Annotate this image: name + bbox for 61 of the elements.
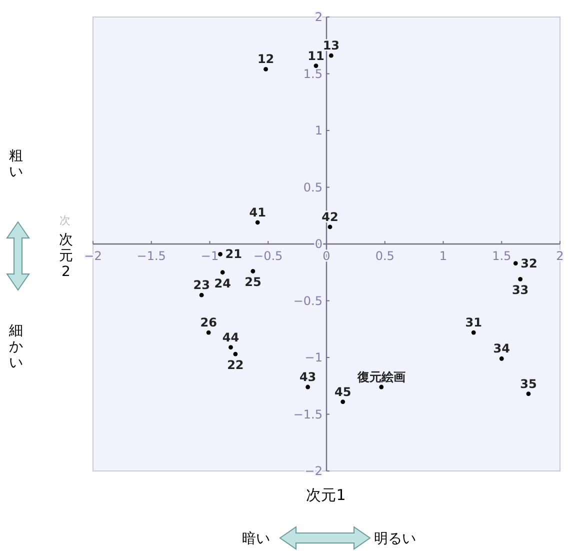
y-tick-label: −0.5 — [293, 294, 322, 308]
point — [314, 64, 318, 68]
point — [340, 400, 346, 404]
x-tick-label: −1.5 — [136, 249, 166, 263]
point — [526, 392, 531, 396]
point — [218, 252, 222, 256]
text: 明るい — [374, 531, 416, 547]
y-tick-label: 0.5 — [303, 180, 322, 194]
text: 次 — [60, 214, 70, 227]
point — [250, 269, 256, 274]
annotation: 22 — [227, 358, 244, 372]
x-tick-label: 1 — [439, 249, 448, 263]
y-tick-label: 2 — [314, 10, 322, 24]
y-tick-label: 1 — [314, 124, 322, 138]
text: 暗い — [242, 531, 270, 547]
annotation: 43 — [299, 370, 316, 384]
text: 粗い — [9, 148, 23, 180]
point — [471, 330, 476, 335]
point — [499, 356, 504, 361]
point — [328, 53, 334, 58]
x-tick-label: 2 — [556, 249, 564, 263]
y-tick-label: −2 — [304, 464, 322, 478]
annotation: 11 — [308, 48, 324, 63]
annotation: 24 — [214, 276, 231, 290]
annotation: 25 — [244, 275, 262, 290]
x-tick-label: −2 — [84, 249, 102, 263]
point — [255, 220, 260, 225]
annotation: 33 — [512, 283, 529, 298]
x-axis-title: 次元1 — [306, 486, 346, 504]
y-tick-label: −1.5 — [293, 407, 322, 422]
annotation: 44 — [222, 330, 240, 344]
annotation: 復元絵画 — [356, 370, 406, 384]
point — [206, 330, 211, 335]
x-tick-label: 0.5 — [375, 249, 394, 263]
annotation: 34 — [493, 342, 510, 356]
annotation: 41 — [249, 205, 266, 220]
point — [228, 345, 233, 350]
annotation: 23 — [193, 278, 210, 292]
point — [264, 67, 268, 72]
y-axis-title: 次元2 — [59, 232, 73, 280]
point — [328, 224, 332, 230]
point — [379, 384, 384, 390]
y-tick-label: 1.5 — [303, 66, 322, 81]
point — [513, 261, 518, 266]
point — [233, 352, 238, 356]
y-tick-label: −1 — [304, 350, 322, 364]
point — [518, 276, 523, 282]
point — [306, 384, 310, 390]
point — [220, 270, 225, 275]
annotation: 21 — [225, 247, 242, 262]
annotation: 31 — [465, 316, 482, 330]
annotation: 32 — [520, 256, 538, 270]
x-tick-label: 1.5 — [492, 249, 512, 263]
annotation: 26 — [200, 316, 217, 330]
text: 細かい — [8, 323, 23, 371]
x-tick-label: −1 — [200, 249, 219, 263]
annotation: 12 — [257, 52, 274, 66]
annotation: 45 — [334, 384, 352, 399]
point — [199, 292, 204, 298]
annotation: 35 — [520, 376, 537, 391]
x-tick-label: −0.5 — [254, 249, 283, 263]
